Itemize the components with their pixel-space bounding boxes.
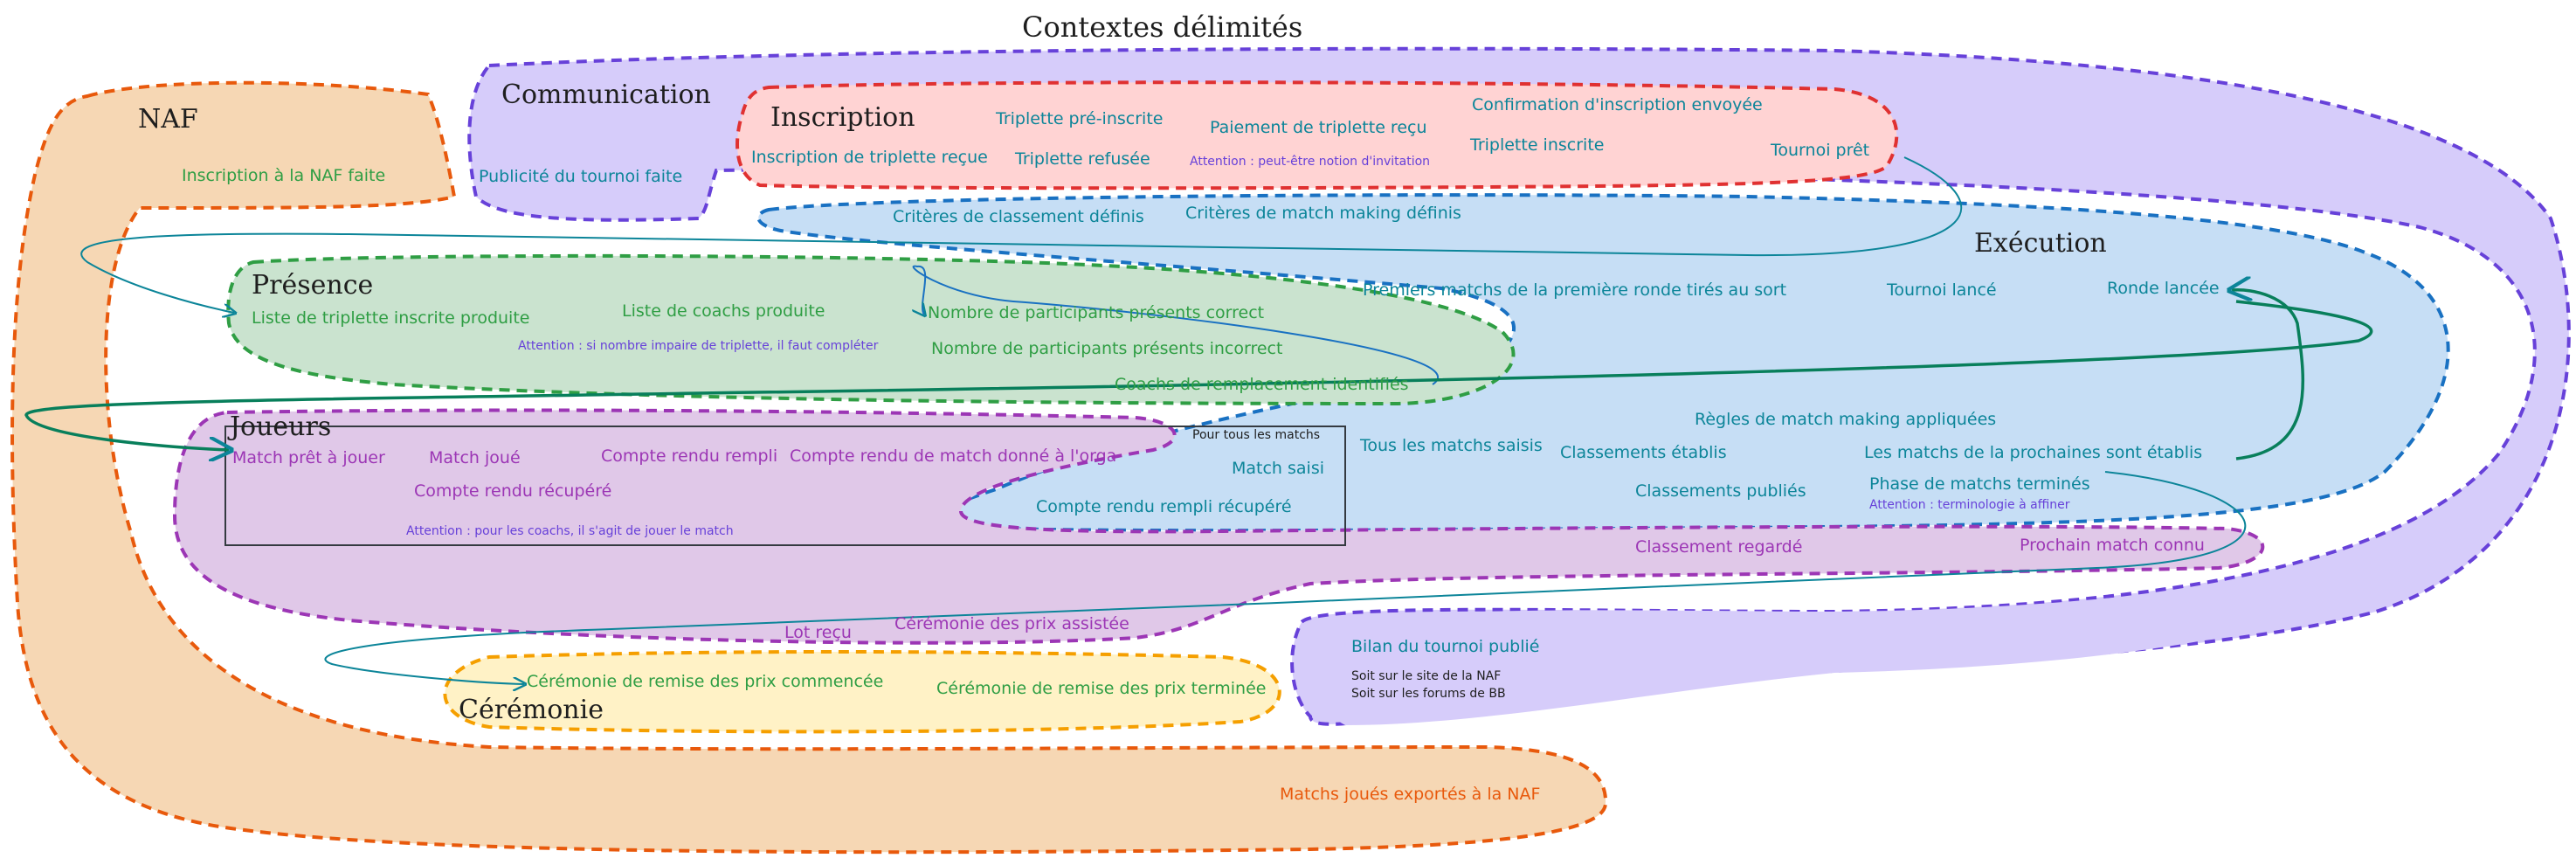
note-impaire: Attention : si nombre impaire de triplet…: [518, 339, 879, 353]
arrow-phase-to-ceremonie: [324, 471, 2247, 684]
event-match-joue: Match joué: [429, 448, 521, 467]
joueurs-context-region: [172, 408, 2265, 645]
event-paiement-recu: Paiement de triplette reçu: [1210, 118, 1427, 137]
note-invitation: Attention : peut-être notion d'invitatio…: [1190, 155, 1430, 169]
arrow-ronde-to-match-pret: [24, 300, 2373, 450]
ceremonie-context-label: Cérémonie: [459, 695, 604, 725]
naf-context-region: [10, 80, 1608, 855]
event-naf-inscription: Inscription à la NAF faite: [182, 166, 385, 185]
event-ceremonie-commencee: Cérémonie de remise des prix commencée: [527, 672, 883, 691]
event-coachs-remplacement: Coachs de remplacement identifiés: [1115, 375, 1409, 394]
event-premiers-matchs: Premiers matchs de la première ronde tir…: [1363, 280, 1786, 300]
arrow-tournoi-pret-to-liste: [80, 156, 1963, 313]
event-match-pret: Match prêt à jouer: [232, 448, 385, 467]
event-criteres-matchmaking: Critères de match making définis: [1185, 204, 1461, 223]
event-ceremonie-terminee: Cérémonie de remise des prix terminée: [936, 679, 1266, 698]
event-ronde-lancee: Ronde lancée: [2107, 279, 2220, 298]
joueurs-context-label: Joueurs: [227, 412, 331, 442]
event-prochains-matchs: Les matchs de la prochaines sont établis: [1864, 443, 2202, 462]
note-forums-bb: Soit sur les forums de BB: [1351, 687, 1506, 701]
presence-context-region: [226, 253, 1516, 406]
event-tous-matchs-saisis: Tous les matchs saisis: [1359, 436, 1543, 455]
event-tournoi-pret: Tournoi prêt: [1770, 141, 1869, 160]
event-prochain-match-connu: Prochain match connu: [2020, 536, 2205, 555]
inscription-context-label: Inscription: [770, 102, 915, 133]
presence-context-label: Présence: [252, 270, 373, 301]
note-pour-tous: Pour tous les matchs: [1192, 428, 1320, 442]
event-compte-rendu-donne: Compte rendu de match donné à l'orga: [790, 446, 1116, 466]
event-compte-rendu-recupere: Compte rendu récupéré: [414, 481, 611, 501]
ceremonie-context-region: [443, 650, 1281, 734]
event-triplette-refusee: Triplette refusée: [1014, 149, 1150, 169]
event-criteres-classement: Critères de classement définis: [893, 207, 1144, 226]
event-triplette-inscrite: Triplette inscrite: [1469, 135, 1604, 155]
event-tournoi-lance: Tournoi lancé: [1886, 280, 1997, 300]
communication-context-label: Communication: [501, 80, 711, 110]
note-site-naf: Soit sur le site de la NAF: [1351, 669, 1501, 683]
event-classements-publies: Classements publiés: [1635, 481, 1806, 501]
event-matchs-exportes: Matchs joués exportés à la NAF: [1280, 785, 1540, 804]
event-inscription-recue: Inscription de triplette reçue: [751, 148, 988, 167]
event-classements-etablis: Classements établis: [1560, 443, 1727, 462]
event-confirmation-envoyee: Confirmation d'inscription envoyée: [1472, 95, 1763, 114]
event-participants-incorrect: Nombre de participants présents incorrec…: [931, 339, 1282, 358]
event-triplette-pre-inscrite: Triplette pré-inscrite: [995, 109, 1163, 128]
event-phase-terminee: Phase de matchs terminés: [1869, 474, 2090, 494]
event-participants-correct: Nombre de participants présents correct: [928, 303, 1264, 322]
event-regles-matchmaking: Règles de match making appliquées: [1695, 410, 1996, 429]
diagram-title: Contextes délimités: [1022, 10, 1302, 44]
event-lot-recu: Lot reçu: [784, 623, 852, 642]
event-compte-rendu-rempli-recupere: Compte rendu rempli récupéré: [1036, 497, 1292, 516]
communication-bilan-region: [1301, 524, 2446, 725]
arrow-prochains-to-ronde: [2232, 290, 2305, 460]
event-publicite: Publicité du tournoi faite: [479, 167, 682, 186]
execution-context-label: Exécution: [1974, 228, 2107, 259]
event-liste-triplette: Liste de triplette inscrite produite: [252, 308, 529, 328]
event-compte-rendu-rempli: Compte rendu rempli: [601, 446, 777, 466]
event-liste-coachs: Liste de coachs produite: [622, 301, 825, 321]
pour-tous-les-matchs-box: [224, 426, 1346, 546]
note-coachs-jouer: Attention : pour les coachs, il s'agit d…: [406, 524, 734, 538]
naf-context-label: NAF: [138, 104, 198, 135]
note-terminologie: Attention : terminologie à affiner: [1869, 498, 2070, 512]
event-ceremonie-assistee: Cérémonie des prix assistée: [894, 614, 1129, 633]
inscription-context-region: [736, 80, 1899, 190]
event-match-saisi: Match saisi: [1232, 459, 1324, 478]
arrow-participants-loop: [914, 265, 1439, 385]
event-bilan-publie: Bilan du tournoi publié: [1351, 637, 1539, 656]
event-classement-regarde: Classement regardé: [1635, 537, 1802, 557]
